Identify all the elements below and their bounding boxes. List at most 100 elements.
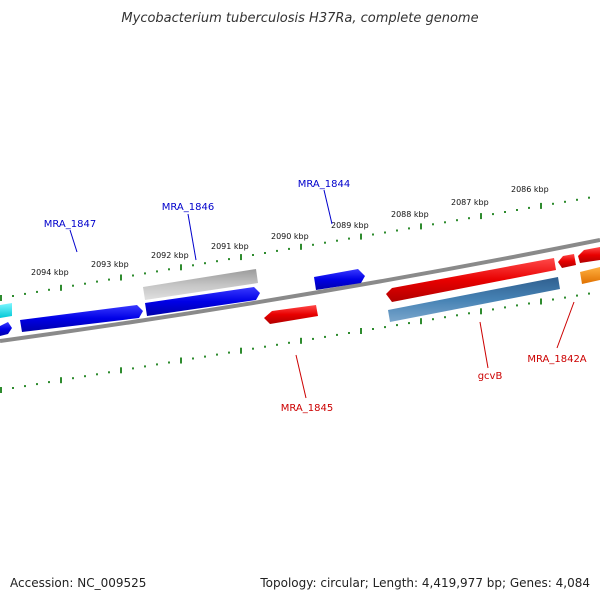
upper-minor-tick [528,206,530,209]
lower-minor-tick [264,345,266,348]
label-mra-1844[interactable]: MRA_1844 [298,179,350,190]
leader-line-mra-1844 [323,189,333,225]
gene-mra-1844[interactable] [314,269,365,290]
upper-major-tick [420,223,422,230]
upper-major-tick [180,264,182,271]
label-mra-1842a[interactable]: MRA_1842A [527,354,586,365]
upper-minor-tick [192,264,194,267]
upper-minor-tick [504,211,506,213]
label-mra-1846[interactable]: MRA_1846 [162,202,214,213]
upper-minor-tick [12,295,14,297]
lower-minor-tick [588,292,590,295]
leader-line-mra-1845 [295,354,307,399]
lower-minor-tick [36,383,38,386]
lower-major-tick [480,308,482,315]
upper-minor-tick [156,270,158,273]
upper-minor-tick [72,284,74,287]
gene-gcvb-coding[interactable] [386,258,556,302]
upper-minor-tick [456,219,458,222]
forward-strand-genes [0,269,365,336]
upper-major-tick [480,213,482,220]
tick-label-2088: 2088 kbp [391,210,429,219]
lower-minor-tick [564,296,566,299]
upper-minor-tick [348,237,350,240]
lower-minor-tick [204,355,206,358]
upper-minor-tick [336,239,338,242]
upper-minor-tick [48,288,50,291]
accession-text: Accession: NC_009525 [10,576,146,590]
leader-line-mra-1846 [187,213,197,261]
lower-minor-tick [528,302,530,305]
gene-mra-1845[interactable] [264,305,318,324]
map-title: Mycobacterium tuberculosis H37Ra, comple… [121,11,478,26]
gene-partial-left-cyan[interactable] [0,303,12,318]
lower-minor-tick [24,385,26,388]
upper-minor-tick [276,249,278,252]
upper-minor-tick [564,200,566,203]
upper-minor-tick [444,221,446,224]
upper-minor-tick [24,292,26,295]
lower-major-tick [0,387,2,393]
lower-minor-tick [396,324,398,327]
tick-label-2092: 2092 kbp [151,251,189,260]
upper-minor-tick [516,209,518,211]
lower-major-tick [300,337,302,344]
leader-line-mra-1842a [556,301,575,349]
upper-minor-tick [552,202,554,205]
upper-minor-tick [144,272,146,275]
lower-major-tick [420,318,422,325]
label-mra-1847[interactable]: MRA_1847 [44,219,96,230]
lower-major-tick [120,367,122,374]
lower-minor-tick [492,308,494,311]
lower-minor-tick [168,361,170,364]
reverse-strand-genes [0,247,600,324]
upper-minor-tick [588,196,590,199]
tick-label-2086: 2086 kbp [511,185,549,194]
genome-backbone [0,238,600,343]
upper-minor-tick [468,217,470,220]
gene-mra-1847[interactable] [20,305,143,332]
lower-minor-tick [192,357,194,360]
upper-minor-tick [204,262,206,265]
upper-scale-ticks [0,196,590,301]
leader-line-gcvb [479,321,489,369]
lower-scale-ticks [0,292,590,393]
upper-minor-tick [384,231,386,234]
upper-minor-tick [96,280,98,283]
lower-minor-tick [324,335,326,338]
lower-minor-tick [384,326,386,329]
gene-gcvb-rna[interactable] [388,277,560,322]
label-gcvb[interactable]: gcvB [478,371,503,382]
upper-minor-tick [36,290,38,293]
upper-major-tick [360,233,362,240]
upper-major-tick [240,254,242,261]
lower-minor-tick [48,381,50,384]
upper-minor-tick [108,278,110,281]
upper-minor-tick [396,229,398,232]
label-mra-1845[interactable]: MRA_1845 [281,403,333,414]
lower-minor-tick [576,294,578,297]
gene-mra-1842a[interactable] [558,254,576,268]
upper-minor-tick [324,241,326,244]
upper-major-tick [540,202,542,209]
upper-major-tick [120,274,122,281]
lower-minor-tick [372,328,374,330]
gene-partial-left-blue[interactable] [0,322,12,336]
lower-minor-tick [552,298,554,301]
tick-label-2094: 2094 kbp [31,268,69,277]
lower-minor-tick [312,337,314,340]
leader-line-mra-1847 [69,229,78,253]
upper-major-tick [300,243,302,250]
gene-mra-1846-pseudo[interactable] [143,269,258,300]
lower-major-tick [240,347,242,354]
lower-minor-tick [456,314,458,317]
gene-partial-right-orange[interactable] [580,267,600,284]
lower-minor-tick [72,377,74,380]
upper-minor-tick [372,233,374,236]
upper-minor-tick [576,198,578,201]
forward-gene-labels: MRA_1847 MRA_1846 MRA_1844 [44,179,350,261]
upper-minor-tick [432,223,434,226]
gene-partial-right-red[interactable] [578,247,600,263]
gene-mra-1846-coding[interactable] [145,287,260,316]
upper-minor-tick [288,247,290,250]
